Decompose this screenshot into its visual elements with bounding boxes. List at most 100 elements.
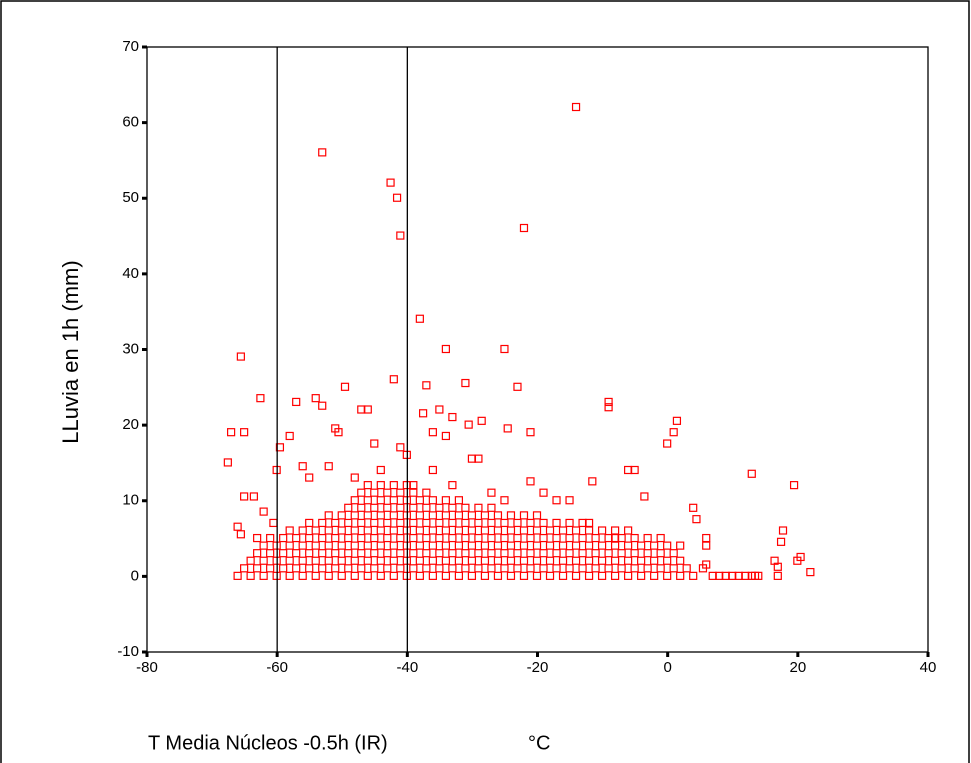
point [305,518,314,528]
point [669,564,678,573]
point [578,549,587,558]
point [773,571,782,580]
point [624,526,633,535]
y-tick-label: 50 [122,189,139,206]
point [454,526,463,535]
point [480,541,490,550]
point [650,541,659,550]
point [571,102,581,112]
point [389,496,398,505]
point [279,549,288,558]
point [467,526,477,535]
point [298,526,307,535]
point [331,518,340,528]
point [344,533,353,543]
point [370,439,379,448]
point [318,401,327,410]
point [676,556,685,565]
point [376,556,385,565]
point [422,503,431,512]
point [539,533,548,543]
point [428,496,437,505]
point [578,564,587,573]
point [415,314,424,323]
point [650,556,659,565]
point [311,394,320,403]
point [526,549,535,558]
point [480,571,490,580]
point [249,492,258,501]
point [578,518,587,528]
point [253,549,262,558]
point [337,526,346,535]
point [428,428,437,437]
point [565,533,574,543]
point [292,549,301,558]
point [370,533,379,543]
x-tick-label: -20 [527,659,549,676]
point [285,526,294,535]
point [311,571,320,580]
point [480,526,490,535]
point [246,571,255,580]
point [656,564,665,573]
point [526,533,535,543]
point [477,416,486,425]
point [513,533,522,543]
point [672,416,682,425]
point [454,541,463,550]
point [357,533,366,543]
point [650,571,659,580]
point [689,503,698,512]
y-tick-label: -10 [117,643,139,660]
point [519,571,529,580]
point [448,518,457,528]
point [640,492,649,501]
point [415,571,424,580]
point [467,511,477,520]
point [428,571,437,580]
point [558,556,568,565]
point [376,481,385,490]
point [441,511,450,520]
point [298,571,307,580]
point [448,503,457,512]
point [500,549,509,558]
point [415,511,424,520]
point [604,397,613,407]
x-axis-label: T Media Núcleos -0.5h (IR) [148,732,388,754]
point [526,477,535,486]
point [428,541,437,550]
point [532,556,542,565]
point [435,549,444,558]
point [493,556,503,565]
point [552,518,561,528]
point [344,503,353,512]
point [396,443,405,452]
point [656,533,665,543]
point [389,541,398,550]
point [415,541,424,550]
point [588,477,597,486]
point [337,511,346,520]
point [376,541,385,550]
point [340,382,350,391]
point [461,503,470,512]
point [487,549,496,558]
point [396,503,405,512]
point [624,556,633,565]
point [236,352,245,361]
point [604,533,613,543]
point [552,496,561,505]
point [565,518,574,528]
point [383,549,392,558]
point [467,541,477,550]
point [409,549,418,558]
point [545,541,555,550]
point [422,533,431,543]
y-axis-label: LLuvia en 1h (mm) [58,260,83,443]
point [240,564,249,573]
point [383,564,392,573]
point [292,533,301,543]
